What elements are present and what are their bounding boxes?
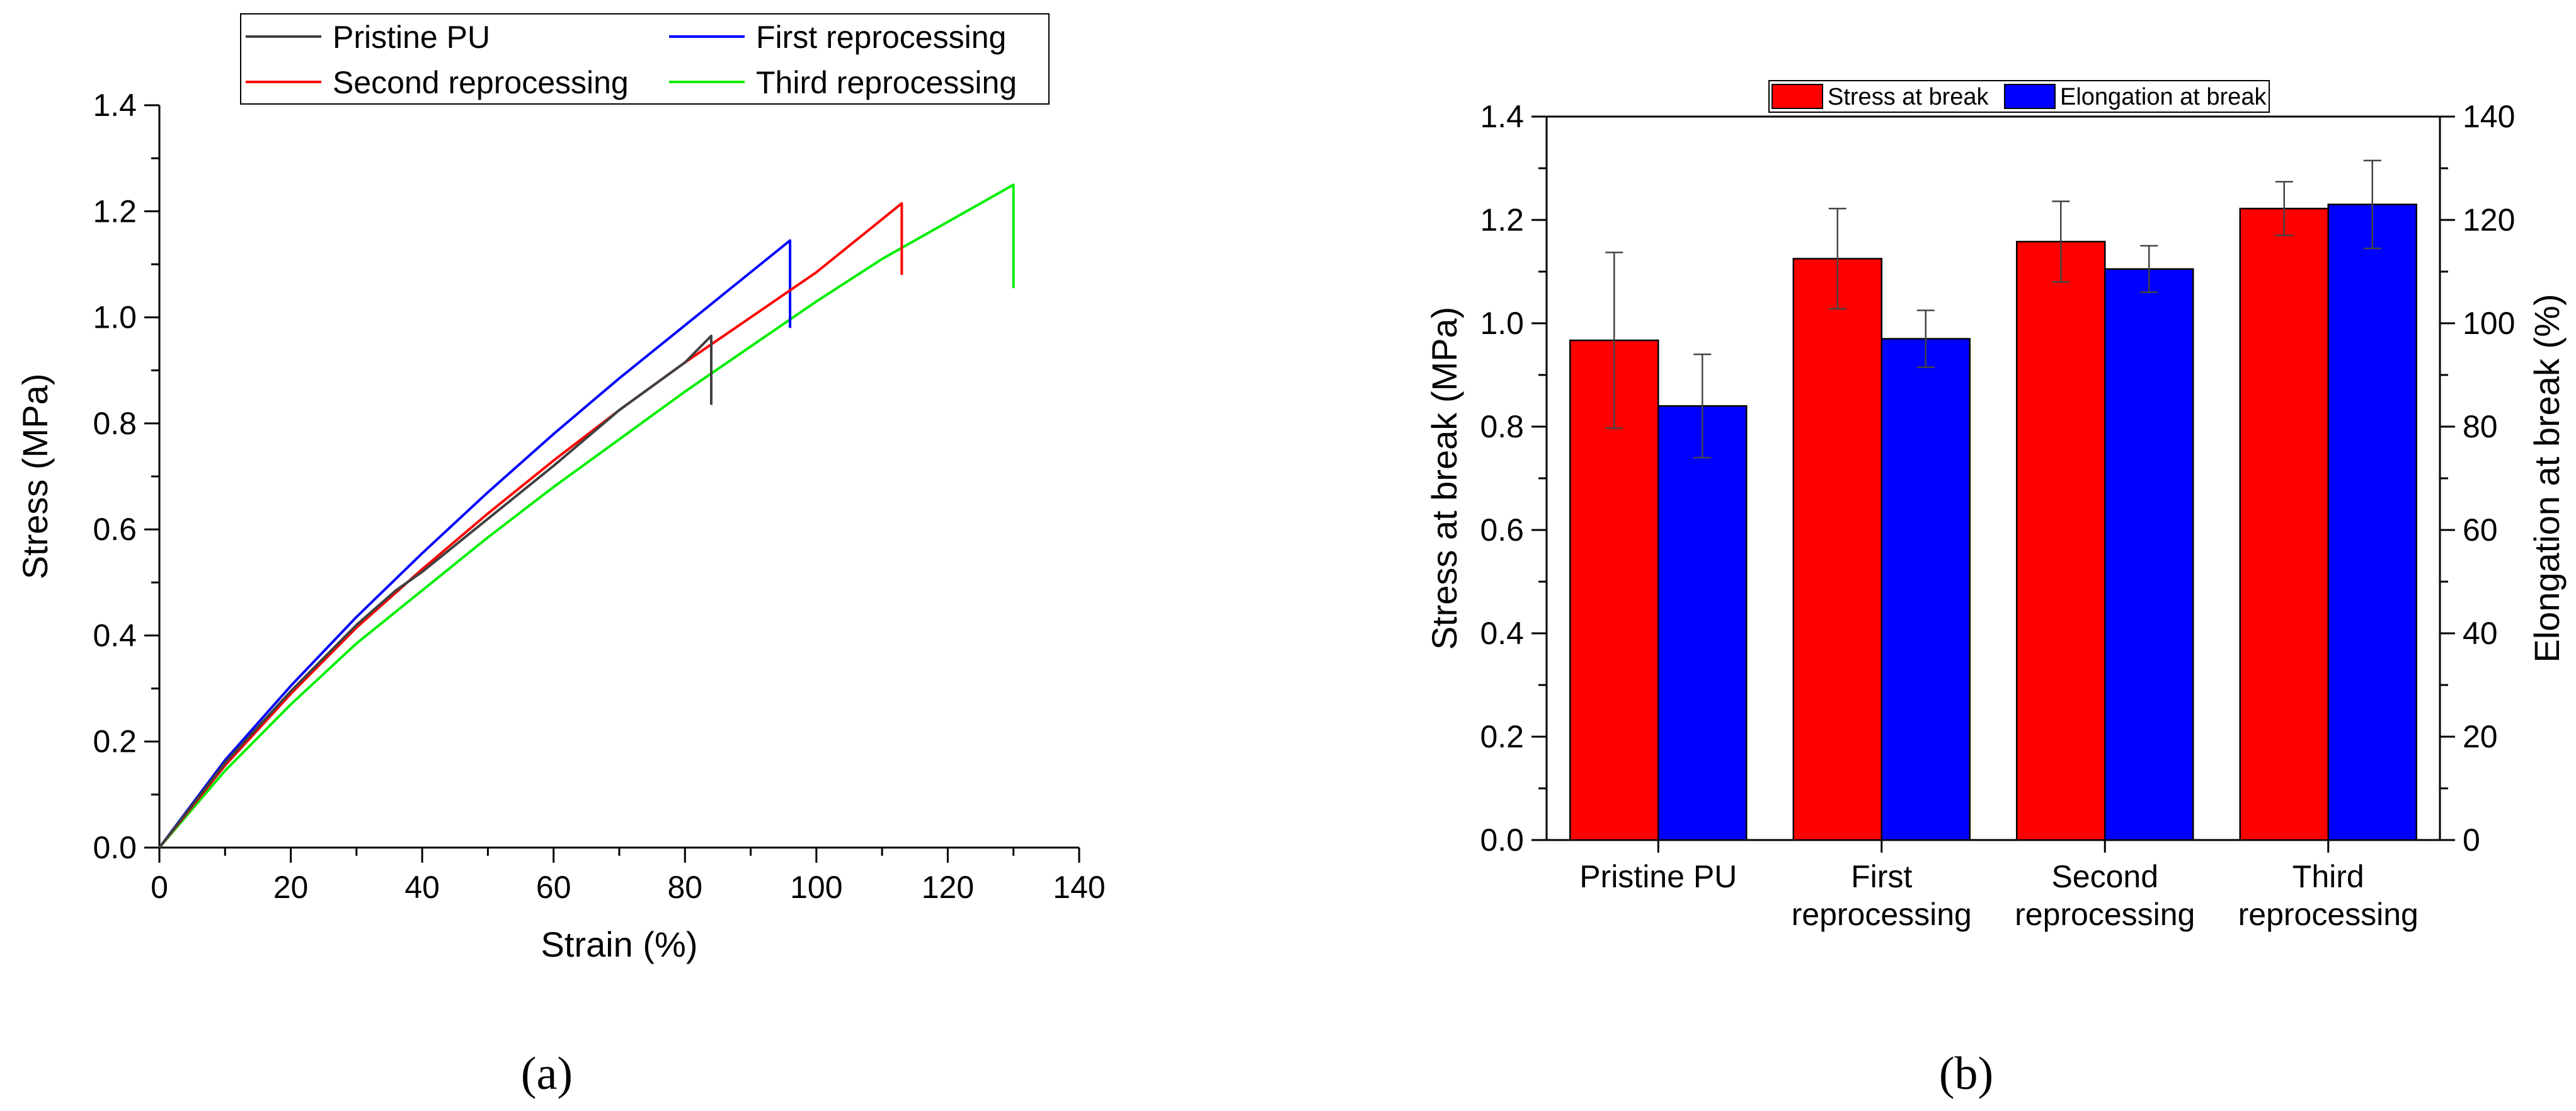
x-tick-label: Third <box>2293 859 2364 894</box>
y2-tick-label: 40 <box>2463 616 2498 651</box>
x-tick-label: 120 <box>922 870 974 905</box>
series-line-second-reprocessing <box>158 202 903 849</box>
x-tick-label: Pristine PU <box>1579 859 1737 894</box>
legend-label: First reprocessing <box>756 20 1006 55</box>
y-tick-label: 0.4 <box>1480 616 1524 651</box>
panel-b: 0.0 0.2 0.4 0.6 0.8 1.0 1.2 1.4 0 20 40 60 80 100 120 1… <box>1424 80 2567 1100</box>
x-tick-label: 140 <box>1053 870 1105 905</box>
panel-label-a: (a) <box>521 1048 573 1100</box>
y-tick-label: 0.2 <box>1480 719 1524 754</box>
series-line-third-reprocessing <box>158 183 1015 849</box>
y2-tick-label: 20 <box>2463 719 2498 754</box>
x-tick-label: 80 <box>667 870 702 905</box>
legend-swatch <box>1772 84 1823 109</box>
y-axis-label: Stress at break (MPa) <box>1424 307 1464 650</box>
y-tick-label: 0.0 <box>1480 822 1524 858</box>
y2-tick-label: 60 <box>2463 512 2498 548</box>
bar-elongation-at-break <box>2327 204 2417 841</box>
y2-tick-label: 100 <box>2463 306 2515 341</box>
y-tick-label: 1.0 <box>93 300 137 335</box>
legend-label: Stress at break <box>1828 84 1989 110</box>
x-tick-label: reprocessing <box>2015 897 2195 932</box>
legend-label: Pristine PU <box>333 20 490 55</box>
y-tick-label: 0.2 <box>93 724 137 759</box>
y-tick-label: 1.0 <box>1480 306 1524 341</box>
y-axis-label: Stress (MPa) <box>15 374 55 580</box>
x-tick-label: reprocessing <box>1792 897 1972 932</box>
bar-stress-at-break <box>1792 258 1882 841</box>
legend-swatch <box>2004 84 2056 109</box>
y-tick-label: 1.2 <box>93 193 137 229</box>
legend-label: Third reprocessing <box>756 65 1017 100</box>
series-line-first-reprocessing <box>158 239 792 849</box>
y-tick-label: 1.4 <box>93 88 137 123</box>
bar-stress-at-break <box>2239 207 2329 841</box>
y-tick-label: 1.2 <box>1480 202 1524 238</box>
legend: Stress at break Elongation at break <box>1768 80 2270 113</box>
y2-tick-label: 120 <box>2463 202 2515 238</box>
y-tick-label: 1.4 <box>1480 99 1524 134</box>
x-tick-label: 0 <box>151 870 168 905</box>
series-line-pristine-pu <box>158 335 713 849</box>
x-axis-label: Strain (%) <box>541 924 698 964</box>
y2-tick-label: 140 <box>2463 99 2515 134</box>
x-tick-label: 40 <box>404 870 440 905</box>
panel-label-b: (b) <box>1939 1048 1993 1100</box>
y-tick-label: 0.6 <box>93 512 137 547</box>
y-tick-label: 0.4 <box>93 618 137 653</box>
bar-stress-at-break <box>2016 241 2106 841</box>
y2-axis-label: Elongation at break (%) <box>2527 294 2567 662</box>
legend-box <box>240 13 1050 105</box>
legend-label: Elongation at break <box>2060 84 2267 110</box>
x-tick-label: First <box>1851 859 1912 894</box>
bar-elongation-at-break <box>1880 338 1971 841</box>
y2-tick-label: 0 <box>2463 822 2480 858</box>
legend: Pristine PU First reprocessing Second repr… <box>240 13 1050 105</box>
y-tick-label: 0.8 <box>1480 409 1524 444</box>
x-tick-label: 100 <box>790 870 842 905</box>
legend-label: Second reprocessing <box>333 65 629 100</box>
y-tick-label: 0.6 <box>1480 512 1524 548</box>
x-tick-label: 60 <box>536 870 571 905</box>
panel-a: 0 20 40 60 80 100 120 140 0.0 0.2 0.4 0.6 0.8 1.0 1.2 1… <box>15 13 1106 1100</box>
x-tick-label: 20 <box>273 870 309 905</box>
y2-tick-label: 80 <box>2463 409 2498 444</box>
y-tick-label: 0.0 <box>93 830 137 865</box>
bar-elongation-at-break <box>2104 268 2194 841</box>
y-tick-label: 0.8 <box>93 406 137 441</box>
x-tick-label: reprocessing <box>2238 897 2419 932</box>
x-tick-label: Second <box>2051 859 2158 894</box>
bar-elongation-at-break <box>1657 405 1748 841</box>
